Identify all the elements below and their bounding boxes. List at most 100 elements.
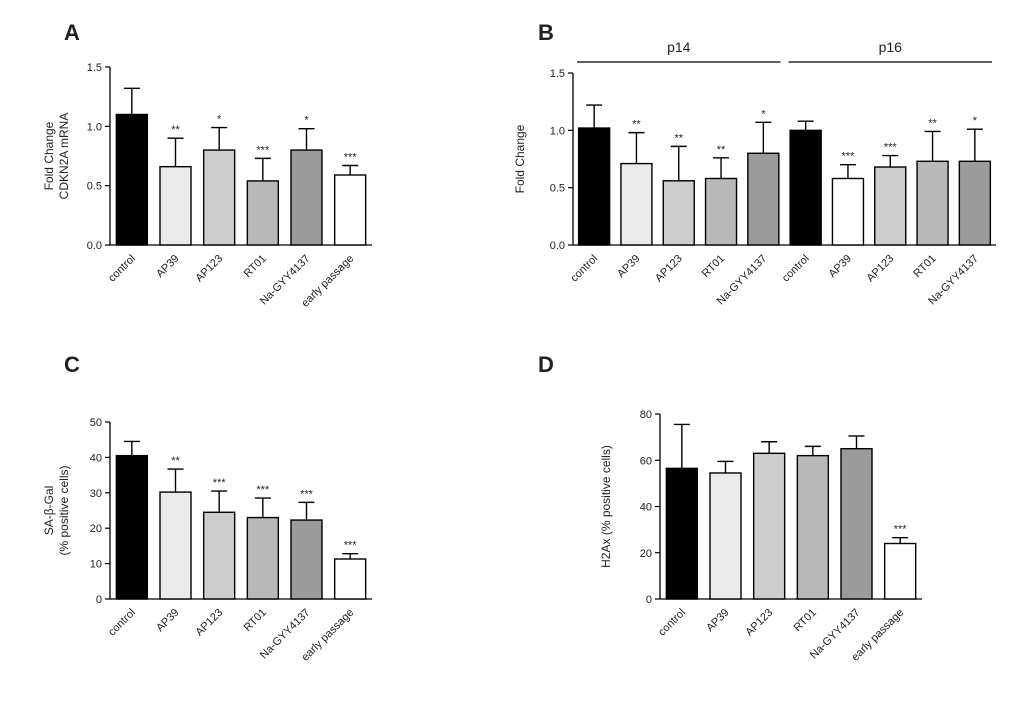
significance-label: *** xyxy=(256,484,270,496)
category-label: AP123 xyxy=(865,253,897,285)
y-tick-label: 1.0 xyxy=(550,125,565,137)
significance-label: ** xyxy=(674,132,683,144)
y-tick-label: 1.0 xyxy=(87,121,102,133)
y-tick-label: 0.0 xyxy=(550,240,565,252)
y-tick-label: 20 xyxy=(640,548,652,560)
y-tick-label: 40 xyxy=(90,452,102,464)
y-axis-title: H2Ax (% positive cells) xyxy=(599,445,613,568)
bar xyxy=(116,114,147,245)
category-label: RT01 xyxy=(242,253,269,280)
panel-letter: B xyxy=(538,20,554,45)
y-tick-label: 0 xyxy=(646,594,652,606)
significance-label: * xyxy=(217,114,222,126)
bar xyxy=(335,559,366,599)
bar xyxy=(291,150,322,245)
category-label: control xyxy=(656,607,688,639)
significance-label: * xyxy=(304,115,309,127)
category-label: AP123 xyxy=(193,253,225,285)
bar xyxy=(790,130,821,245)
category-label: RT01 xyxy=(911,253,938,280)
significance-label: *** xyxy=(894,524,908,536)
bar xyxy=(832,178,863,245)
category-label: RT01 xyxy=(242,607,269,634)
bar xyxy=(160,167,191,245)
bar xyxy=(335,175,366,245)
category-label: AP39 xyxy=(704,607,732,635)
category-label: AP123 xyxy=(653,253,685,285)
y-tick-label: 0.5 xyxy=(87,181,102,193)
group-label: p14 xyxy=(667,39,691,55)
category-label: AP123 xyxy=(193,607,225,639)
panel-letter: D xyxy=(538,352,554,377)
category-label: AP39 xyxy=(154,607,182,635)
panel-c: C 0 10 20 30 40 50 SA-β-Gal (% positive cells) c… xyxy=(42,352,372,664)
bar xyxy=(204,512,235,599)
y-tick-label: 40 xyxy=(640,502,652,514)
bar xyxy=(160,492,191,599)
significance-label: *** xyxy=(842,151,856,163)
category-label: control xyxy=(568,253,600,285)
category-label: control xyxy=(106,607,138,639)
bar xyxy=(621,164,652,245)
category-label: RT01 xyxy=(792,607,819,634)
significance-label: ** xyxy=(171,455,180,467)
significance-label: * xyxy=(973,115,978,127)
figure-canvas: A 0.00.51.01.5Fold Change CDKN2A mRNAcont… xyxy=(0,0,1020,709)
y-tick-label: 1.5 xyxy=(87,62,102,74)
significance-label: *** xyxy=(884,142,898,154)
category-label: control xyxy=(780,253,812,285)
y-tick-label: 0 xyxy=(96,594,102,606)
bar xyxy=(247,181,278,245)
panel-a: A 0.0 0.5 1.0 1.5 Fold Change CDKN2A mRNA cont… xyxy=(42,20,372,310)
bar xyxy=(917,161,948,245)
bar xyxy=(247,518,278,599)
significance-label: *** xyxy=(256,144,270,156)
bar xyxy=(797,456,828,599)
group-label: p16 xyxy=(879,39,903,55)
y-axis-title: Fold Change xyxy=(42,121,56,190)
y-axis-title: Fold Change xyxy=(513,124,527,193)
y-axis-title: SA-β-Gal xyxy=(42,486,56,536)
y-tick-label: 50 xyxy=(90,417,102,429)
bar xyxy=(663,181,694,245)
y-tick-label: 60 xyxy=(640,455,652,467)
bar xyxy=(875,167,906,245)
significance-label: *** xyxy=(300,488,314,500)
category-label: RT01 xyxy=(700,253,727,280)
significance-label: ** xyxy=(717,144,726,156)
bar xyxy=(579,128,610,245)
significance-label: ** xyxy=(632,119,641,131)
significance-label: *** xyxy=(344,540,358,552)
bar xyxy=(666,468,697,599)
y-axis-title: (% positive cells) xyxy=(57,465,71,555)
significance-label: ** xyxy=(171,124,180,136)
bar xyxy=(885,544,916,600)
bar xyxy=(959,161,990,245)
bar xyxy=(291,520,322,599)
significance-label: * xyxy=(761,108,766,120)
category-label: control xyxy=(106,253,138,285)
category-label: AP39 xyxy=(154,253,182,281)
bar xyxy=(116,456,147,599)
bar xyxy=(754,453,785,599)
y-tick-label: 80 xyxy=(640,409,652,421)
significance-label: ** xyxy=(928,117,937,129)
y-tick-label: 10 xyxy=(90,559,102,571)
y-tick-label: 0.5 xyxy=(550,183,565,195)
y-tick-label: 0.0 xyxy=(87,240,102,252)
panel-d: D 0 20 40 60 80 H2Ax (% positive cells) contro… xyxy=(538,352,922,664)
y-tick-label: 20 xyxy=(90,523,102,535)
bar xyxy=(710,473,741,599)
y-axis-title: CDKN2A mRNA xyxy=(57,113,71,200)
significance-label: *** xyxy=(213,477,227,489)
category-label: AP39 xyxy=(615,253,643,281)
category-label: AP123 xyxy=(743,607,775,639)
bar xyxy=(748,153,779,245)
bar xyxy=(706,178,737,245)
panel-letter: A xyxy=(64,20,80,45)
y-tick-label: 30 xyxy=(90,488,102,500)
panel-letter: C xyxy=(64,352,80,377)
significance-label: *** xyxy=(344,151,358,163)
bar xyxy=(841,449,872,599)
